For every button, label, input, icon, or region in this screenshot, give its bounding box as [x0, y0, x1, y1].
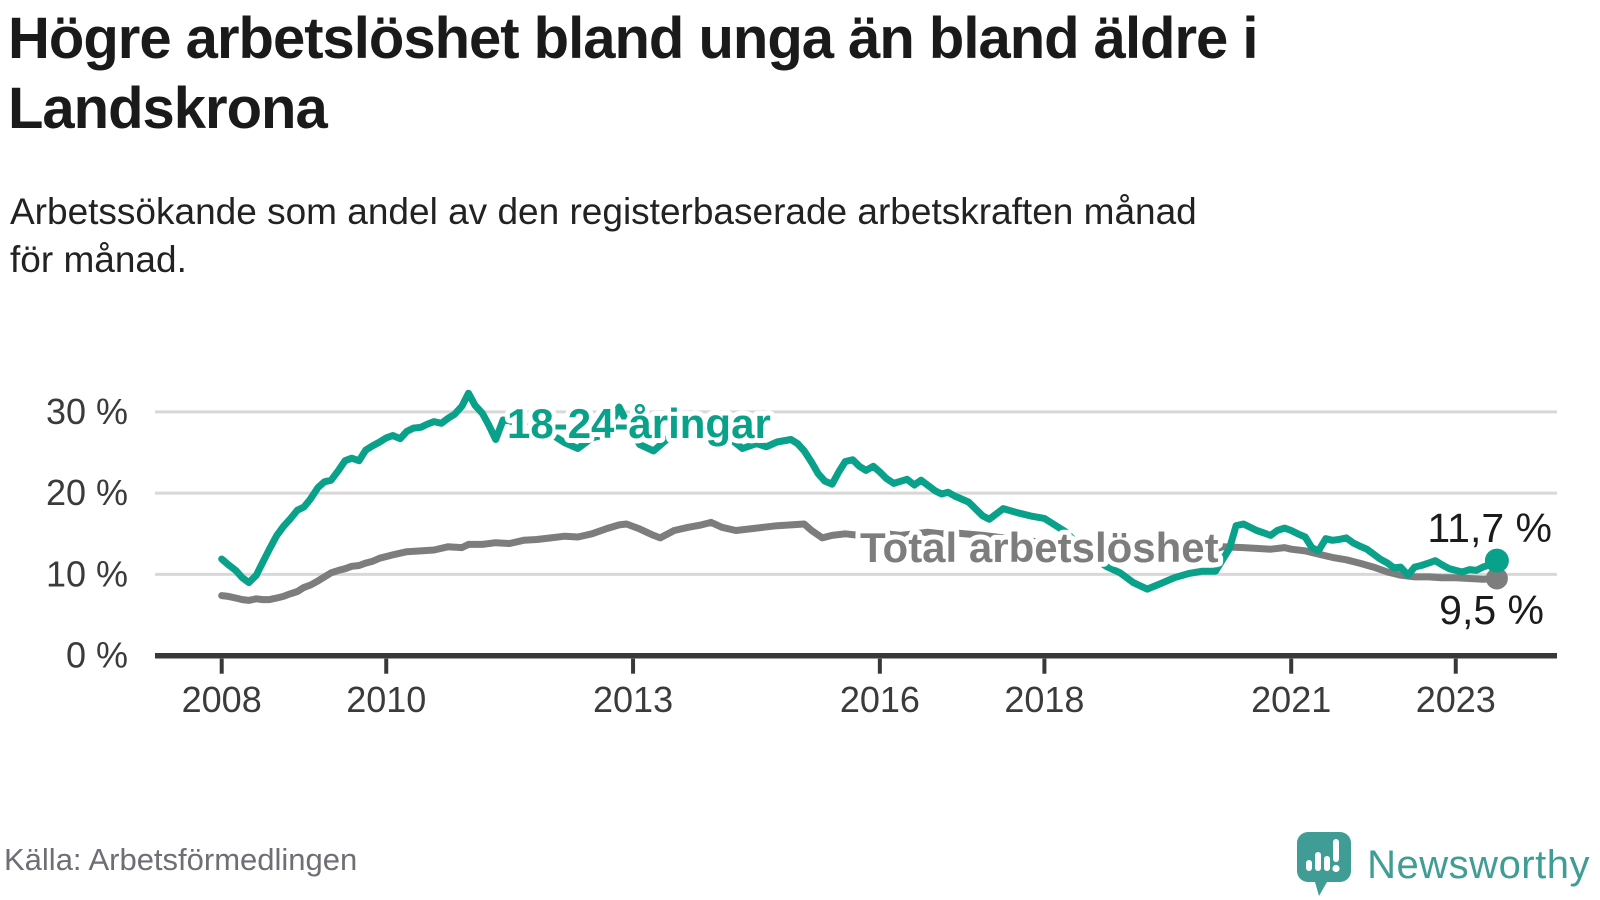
y-tick-label: 20 % [46, 472, 128, 513]
series-line-total [218, 518, 1501, 604]
series-label-total: Total arbetslöshet [860, 524, 1219, 571]
end-dot-youth [1484, 548, 1509, 573]
end-dot-total [1485, 567, 1508, 590]
y-tick-label: 30 % [46, 391, 128, 432]
x-tick-label: 2023 [1416, 679, 1496, 720]
x-tick-label: 2013 [593, 679, 673, 720]
chart-subtitle: Arbetssökande som andel av den registerb… [10, 191, 1197, 281]
y-tick-label: 0 % [66, 635, 128, 676]
x-tick-label: 2010 [346, 679, 426, 720]
y-tick-label: 10 % [46, 553, 128, 594]
source-note: Källa: Arbetsförmedlingen [4, 842, 358, 877]
series-label-youth: 18-24-åringar [507, 400, 771, 447]
page-title: Högre arbetslöshet bland unga än bland ä… [8, 6, 1259, 141]
x-tick-label: 2008 [182, 679, 262, 720]
x-tick-label: 2018 [1004, 679, 1084, 720]
newsworthy-logo-text: Newsworthy [1367, 842, 1590, 887]
series-line-youth [218, 389, 1501, 593]
series-lines [218, 389, 1501, 604]
chart-header: Högre arbetslöshet bland unga än bland ä… [8, 4, 1578, 143]
end-value-label-youth: 11,7 % [1427, 505, 1552, 551]
gridlines [155, 410, 1557, 576]
end-point-markers [1484, 548, 1509, 590]
x-tick-label: 2016 [840, 679, 920, 720]
newsworthy-logo-icon [1297, 832, 1352, 896]
end-value-label-total: 9,5 % [1439, 587, 1544, 633]
newsworthy-brand: Newsworthy [1295, 830, 1590, 900]
x-tick-label: 2021 [1251, 679, 1331, 720]
axes: 0 % 10 % 20 % 30 % 2008 2010 2013 2016 2018 2021 2… [46, 391, 1557, 720]
